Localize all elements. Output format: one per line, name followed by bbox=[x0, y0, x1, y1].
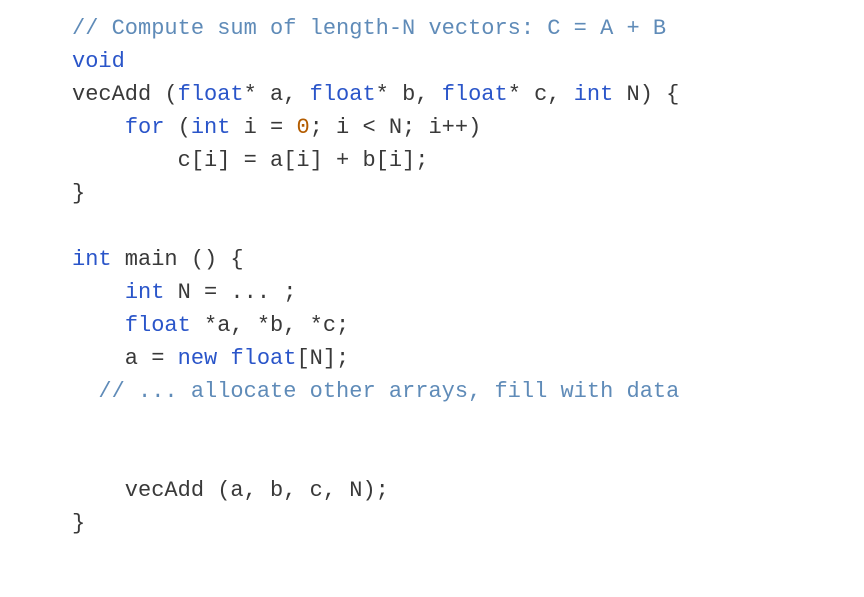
code-line: float *a, *b, *c; bbox=[72, 309, 864, 342]
code-line: int main () { bbox=[72, 243, 864, 276]
code-line bbox=[72, 210, 864, 243]
code-token: 0 bbox=[296, 115, 309, 140]
code-token: } bbox=[72, 181, 85, 206]
code-token bbox=[72, 115, 125, 140]
code-token: float bbox=[442, 82, 508, 107]
code-line: vecAdd (a, b, c, N); bbox=[72, 474, 864, 507]
code-token: [N]; bbox=[296, 346, 349, 371]
code-token: vecAdd (a, b, c, N); bbox=[72, 478, 389, 503]
code-token: float bbox=[310, 82, 376, 107]
code-token: N) { bbox=[613, 82, 679, 107]
code-token: // Compute sum of length-N vectors: C = … bbox=[72, 16, 666, 41]
code-line: } bbox=[72, 507, 864, 540]
code-token: float bbox=[230, 346, 296, 371]
code-token: a = bbox=[72, 346, 178, 371]
code-line: // Compute sum of length-N vectors: C = … bbox=[72, 12, 864, 45]
code-token: int bbox=[72, 247, 112, 272]
code-token: void bbox=[72, 49, 125, 74]
code-line: vecAdd (float* a, float* b, float* c, in… bbox=[72, 78, 864, 111]
code-token bbox=[72, 280, 125, 305]
code-token: * a, bbox=[244, 82, 310, 107]
code-token: c[i] = a[i] + b[i]; bbox=[72, 148, 428, 173]
code-token: // ... allocate other arrays, fill with … bbox=[98, 379, 679, 404]
code-block: // Compute sum of length-N vectors: C = … bbox=[0, 0, 864, 552]
code-token: int bbox=[125, 280, 165, 305]
code-token: *a, *b, *c; bbox=[191, 313, 349, 338]
code-token: float bbox=[178, 82, 244, 107]
code-token: * b, bbox=[376, 82, 442, 107]
code-line: void bbox=[72, 45, 864, 78]
code-token: int bbox=[191, 115, 231, 140]
code-token bbox=[217, 346, 230, 371]
code-token: float bbox=[125, 313, 191, 338]
code-token: for bbox=[125, 115, 165, 140]
code-token: int bbox=[574, 82, 614, 107]
code-line: // ... allocate other arrays, fill with … bbox=[72, 375, 864, 408]
code-token: ( bbox=[164, 115, 190, 140]
code-token: i = bbox=[230, 115, 296, 140]
code-line: c[i] = a[i] + b[i]; bbox=[72, 144, 864, 177]
code-line: int N = ... ; bbox=[72, 276, 864, 309]
code-token: ; i < N; i++) bbox=[310, 115, 482, 140]
code-line: for (int i = 0; i < N; i++) bbox=[72, 111, 864, 144]
code-token: } bbox=[72, 511, 85, 536]
code-line bbox=[72, 441, 864, 474]
code-token: main () { bbox=[112, 247, 244, 272]
code-token: vecAdd ( bbox=[72, 82, 178, 107]
code-token bbox=[72, 379, 98, 404]
code-token: N = ... ; bbox=[164, 280, 296, 305]
code-line: } bbox=[72, 177, 864, 210]
code-line: a = new float[N]; bbox=[72, 342, 864, 375]
code-token: * c, bbox=[508, 82, 574, 107]
code-token bbox=[72, 313, 125, 338]
code-token: new bbox=[178, 346, 218, 371]
code-line bbox=[72, 408, 864, 441]
